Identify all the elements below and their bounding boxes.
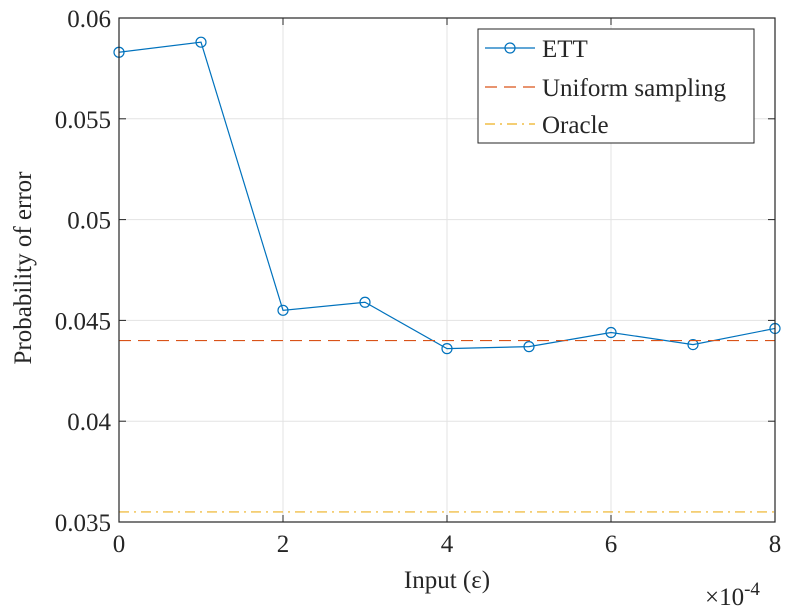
axis-ticks: 0 2 4 6 8 0.035 0.04 0.045 0.05 0.055 0.06 <box>55 6 782 558</box>
x-tick-label: 0 <box>113 531 126 558</box>
x-tick-label: 4 <box>441 531 454 558</box>
legend: ETT Uniform sampling Oracle <box>477 28 755 144</box>
legend-entry-uniform-sampling: Uniform sampling <box>485 75 727 102</box>
x-axis-exponent-power: -4 <box>744 579 760 600</box>
x-axis-exponent-base: ×10 <box>705 584 744 611</box>
x-tick-label: 6 <box>605 531 618 558</box>
data-point-ett <box>523 341 535 353</box>
data-point-ett <box>195 36 207 48</box>
x-axis-exponent: ×10-4 <box>705 579 760 611</box>
y-axis-title: Probability of error <box>10 171 37 365</box>
series-layer <box>113 36 781 513</box>
x-tick-label: 8 <box>769 531 782 558</box>
data-point-ett <box>441 343 453 355</box>
y-tick-label: 0.04 <box>67 409 111 436</box>
data-point-ett <box>359 296 371 308</box>
data-point-ett <box>277 304 289 316</box>
y-tick-label: 0.05 <box>67 208 111 235</box>
series-line-ett <box>118 41 776 350</box>
y-tick-label: 0.06 <box>67 6 111 33</box>
legend-entry-oracle: Oracle <box>485 112 609 139</box>
legend-marker-ett <box>504 42 516 54</box>
data-point-ett <box>605 326 617 339</box>
data-point-ett <box>687 338 699 351</box>
legend-label-ett: ETT <box>542 36 588 63</box>
legend-label-uniform-sampling: Uniform sampling <box>542 75 727 102</box>
legend-entry-ett: ETT <box>485 36 588 63</box>
y-tick-label: 0.035 <box>55 510 111 537</box>
x-axis-title: Input (ε) <box>404 567 490 594</box>
legend-label-oracle: Oracle <box>542 112 609 139</box>
y-tick-label: 0.045 <box>55 308 111 335</box>
y-tick-label: 0.055 <box>55 107 111 134</box>
x-tick-label: 2 <box>277 531 290 558</box>
